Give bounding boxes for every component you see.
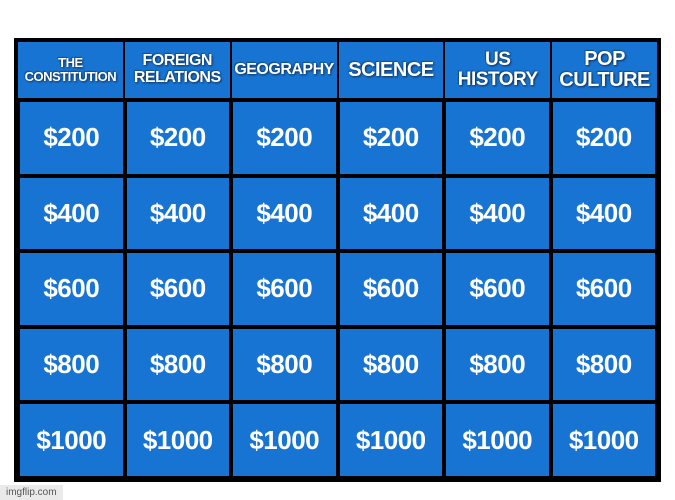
category-cell[interactable]: GEOGRAPHY [232, 42, 337, 98]
category-cell[interactable]: POP CULTURE [552, 42, 657, 98]
value-cell[interactable]: $400 [340, 178, 443, 250]
value-cell[interactable]: $600 [340, 253, 443, 325]
value-cell[interactable]: $200 [127, 102, 230, 174]
value-cell[interactable]: $200 [446, 102, 549, 174]
value-cell[interactable]: $800 [340, 329, 443, 401]
value-cell[interactable]: $400 [127, 178, 230, 250]
value-cell[interactable]: $200 [340, 102, 443, 174]
category-cell[interactable]: US HISTORY [445, 42, 550, 98]
category-row: THE CONSTITUTION FOREIGN RELATIONS GEOGR… [16, 40, 659, 98]
category-cell[interactable]: SCIENCE [339, 42, 444, 98]
watermark: imgflip.com [0, 485, 63, 500]
value-cell[interactable]: $200 [20, 102, 123, 174]
value-cell[interactable]: $800 [233, 329, 336, 401]
value-cell[interactable]: $200 [553, 102, 656, 174]
value-grid: $200$200$200$200$200$200$400$400$400$400… [16, 98, 659, 480]
value-cell[interactable]: $600 [233, 253, 336, 325]
value-cell[interactable]: $1000 [446, 404, 549, 476]
value-cell[interactable]: $600 [553, 253, 656, 325]
category-cell[interactable]: FOREIGN RELATIONS [125, 42, 230, 98]
category-cell[interactable]: THE CONSTITUTION [18, 42, 123, 98]
value-cell[interactable]: $400 [553, 178, 656, 250]
value-cell[interactable]: $1000 [127, 404, 230, 476]
value-cell[interactable]: $800 [553, 329, 656, 401]
value-cell[interactable]: $1000 [340, 404, 443, 476]
game-board: THE CONSTITUTION FOREIGN RELATIONS GEOGR… [14, 38, 661, 482]
value-cell[interactable]: $400 [233, 178, 336, 250]
value-cell[interactable]: $800 [20, 329, 123, 401]
value-cell[interactable]: $800 [127, 329, 230, 401]
value-cell[interactable]: $400 [20, 178, 123, 250]
value-cell[interactable]: $200 [233, 102, 336, 174]
top-space [0, 0, 675, 38]
value-cell[interactable]: $1000 [553, 404, 656, 476]
value-cell[interactable]: $600 [446, 253, 549, 325]
value-cell[interactable]: $1000 [20, 404, 123, 476]
value-cell[interactable]: $1000 [233, 404, 336, 476]
value-cell[interactable]: $600 [20, 253, 123, 325]
value-cell[interactable]: $600 [127, 253, 230, 325]
value-cell[interactable]: $400 [446, 178, 549, 250]
value-cell[interactable]: $800 [446, 329, 549, 401]
